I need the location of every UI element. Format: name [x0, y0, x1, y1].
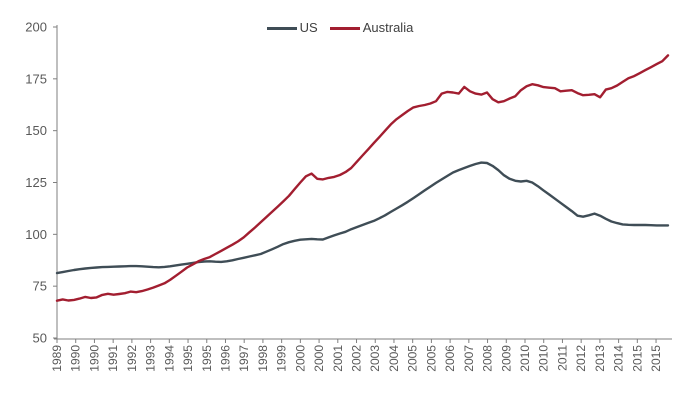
x-tick-label: 1995: [200, 345, 214, 372]
x-tick-label: 1989: [50, 345, 64, 372]
x-tick-label: 2010: [518, 345, 532, 372]
x-tick-label: 2013: [593, 345, 607, 372]
x-tick-label: 1990: [87, 345, 101, 372]
x-tick-label: 2010: [537, 345, 551, 372]
x-tick-label: 2006: [443, 345, 457, 372]
x-tick-label: 2003: [368, 345, 382, 372]
x-tick-label: 2015: [630, 345, 644, 372]
x-tick-label: 1990: [69, 345, 83, 372]
australia-line-series: [55, 54, 670, 302]
x-tick-label: 1992: [125, 345, 139, 372]
x-tick-label: 2002: [350, 345, 364, 372]
x-tick-label: 2000: [312, 345, 326, 372]
x-tick-label: 2009: [499, 345, 513, 372]
x-tick-label: 1996: [218, 345, 232, 372]
y-tick-label: 175: [25, 71, 47, 86]
y-tick-label: 75: [33, 279, 47, 294]
x-tick-label: 1998: [256, 345, 270, 372]
x-tick-label: 2015: [649, 345, 663, 372]
y-tick-label: 200: [25, 20, 47, 35]
x-tick-label: 2005: [424, 345, 438, 372]
us-line-series: [55, 161, 670, 275]
y-tick-label: 50: [33, 331, 47, 346]
x-tick-label: 2004: [387, 345, 401, 372]
x-tick-label: 1994: [162, 345, 176, 372]
x-tick-label: 1991: [106, 345, 120, 372]
x-tick-label: 2011: [555, 345, 569, 371]
x-tick-label: 2005: [406, 345, 420, 372]
x-tick-label: 2001: [331, 345, 345, 372]
x-tick-label: 1993: [144, 345, 158, 372]
y-tick-label: 125: [25, 175, 47, 190]
x-tick-label: 1999: [275, 345, 289, 372]
x-tick-label: 2014: [612, 345, 626, 372]
x-tick-label: 2008: [481, 345, 495, 372]
x-tick-label: 2012: [574, 345, 588, 372]
x-tick-label: 1997: [237, 345, 251, 372]
y-tick-label: 150: [25, 123, 47, 138]
x-tick-label: 2000: [293, 345, 307, 372]
y-tick-label: 100: [25, 227, 47, 242]
x-tick-label: 2007: [462, 345, 476, 372]
x-tick-label: 1995: [181, 345, 195, 372]
